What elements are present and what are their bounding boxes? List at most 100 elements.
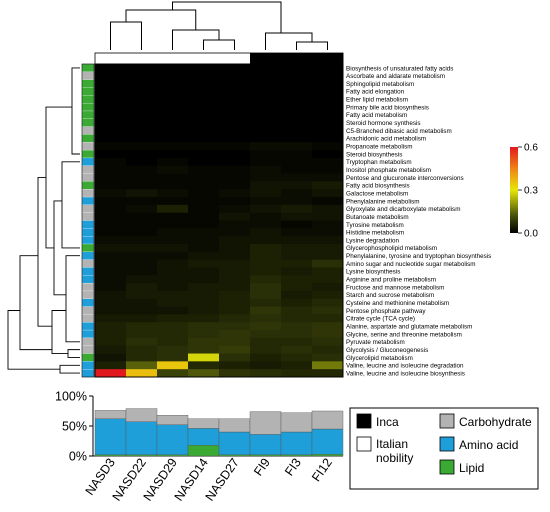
heatmap-cell — [219, 79, 251, 88]
pathway-label: Pyruvate metabolism — [346, 339, 405, 346]
heatmap-cell — [126, 204, 158, 214]
heatmap-cell — [281, 64, 313, 73]
heatmap-cell — [219, 298, 251, 307]
heatmap-cell — [312, 361, 344, 370]
category-cell — [81, 71, 95, 81]
heatmap-cell — [281, 157, 313, 167]
heatmap-cell — [281, 353, 313, 362]
category-cell — [81, 220, 95, 229]
bar-segment — [156, 415, 189, 426]
heatmap-cell — [312, 330, 344, 339]
bar-segment — [249, 434, 282, 455]
heatmap-cell — [312, 118, 344, 127]
heatmap-cell — [157, 236, 189, 245]
pathway-label: Fatty acid biosynthesis — [346, 183, 410, 190]
heatmap-cell — [281, 243, 313, 253]
heatmap-cell — [157, 87, 189, 96]
heatmap-cell — [281, 87, 313, 96]
heatmap-cell — [157, 220, 189, 229]
pathway-label: Glyoxylate and dicarboxylate metabolism — [346, 206, 460, 213]
heatmap-cell — [95, 79, 127, 88]
heatmap-cell — [219, 275, 251, 284]
heatmap-cell — [126, 212, 158, 221]
heatmap-cell — [157, 283, 189, 292]
heatmap-cell — [157, 267, 189, 276]
heatmap-cell — [126, 173, 158, 182]
heatmap-cell — [281, 275, 313, 284]
heatmap-cell — [157, 243, 189, 253]
heatmap-cell — [95, 275, 127, 284]
heatmap-cell — [219, 118, 251, 127]
heatmap-cell — [95, 314, 127, 323]
category-cell — [81, 142, 95, 151]
heatmap-cell — [95, 259, 127, 268]
heatmap-cell — [281, 267, 313, 276]
heatmap-cell — [250, 283, 282, 292]
heatmap-cell — [126, 283, 158, 292]
heatmap-cell — [126, 353, 158, 362]
heatmap-cell — [126, 142, 158, 151]
heatmap-cell — [250, 150, 282, 159]
category-cell — [81, 267, 95, 276]
heatmap-cell — [95, 330, 127, 339]
group-bar-cell — [188, 53, 220, 64]
heatmap-cell — [250, 173, 282, 182]
heatmap-cell — [219, 189, 251, 198]
pathway-label: Phenylalanine metabolism — [346, 198, 420, 205]
heatmap-cell — [95, 298, 127, 307]
heatmap-cell — [312, 212, 344, 221]
heatmap-cell — [281, 337, 313, 347]
dendrogram-branch — [172, 1, 282, 33]
heatmap-cell — [219, 259, 251, 268]
dendrogram-branch — [67, 349, 80, 358]
heatmap-cell — [312, 290, 344, 300]
group-bar-cell — [250, 53, 282, 64]
heatmap-cell — [126, 150, 158, 159]
bar-category-label: FI9 — [251, 456, 273, 479]
heatmap-cell — [157, 189, 189, 198]
pathway-label: Arachidonic acid metabolism — [346, 136, 426, 143]
pathway-label: Inositol phosphate metabolism — [346, 167, 431, 174]
dendrogram-branch — [7, 310, 60, 370]
category-cell — [81, 126, 95, 135]
heatmap-cell — [219, 337, 251, 347]
heatmap-cell — [188, 220, 220, 229]
legend-swatch-amino — [439, 436, 455, 452]
heatmap-cell — [250, 243, 282, 253]
bar-segment — [94, 418, 127, 455]
heatmap-cell — [157, 181, 189, 190]
heatmap-cell — [188, 345, 220, 354]
heatmap-cell — [312, 189, 344, 198]
legend: Inca Italian nobility Carbohydrate Amino aci… — [349, 407, 539, 490]
legend-swatch-carbohydrate — [439, 413, 455, 429]
category-cell — [81, 196, 95, 206]
heatmap-cell — [157, 337, 189, 347]
pathway-label: Tyrosine metabolism — [346, 222, 404, 229]
heatmap-cell — [126, 64, 158, 73]
heatmap-cell — [250, 353, 282, 362]
legend-label-inca: Inca — [376, 415, 399, 429]
sample-group-bar — [94, 52, 344, 65]
heatmap-cell — [250, 259, 282, 268]
heatmap-cell — [95, 353, 127, 362]
pathway-label: Pentose phosphate pathway — [346, 308, 426, 315]
heatmap-cell — [281, 118, 313, 127]
group-bar-cell — [219, 53, 251, 64]
heatmap-cell — [126, 157, 158, 167]
category-cell — [81, 298, 95, 308]
heatmap-cell — [281, 306, 313, 315]
heatmap-cell — [126, 71, 158, 81]
heatmap-cell — [250, 142, 282, 151]
heatmap-cell — [312, 142, 344, 151]
heatmap-cell — [281, 212, 313, 221]
heatmap-cell — [250, 197, 282, 206]
pathway-label: Starch and sucrose metabolism — [346, 292, 434, 299]
heatmap-cell — [157, 259, 189, 268]
heatmap-cell — [95, 369, 127, 378]
heatmap-cell — [188, 337, 220, 347]
heatmap-cell — [157, 118, 189, 127]
heatmap-cell — [250, 345, 282, 354]
heatmap-cell — [95, 181, 127, 190]
heatmap-cell — [157, 79, 189, 88]
heatmap-cell — [281, 251, 313, 261]
